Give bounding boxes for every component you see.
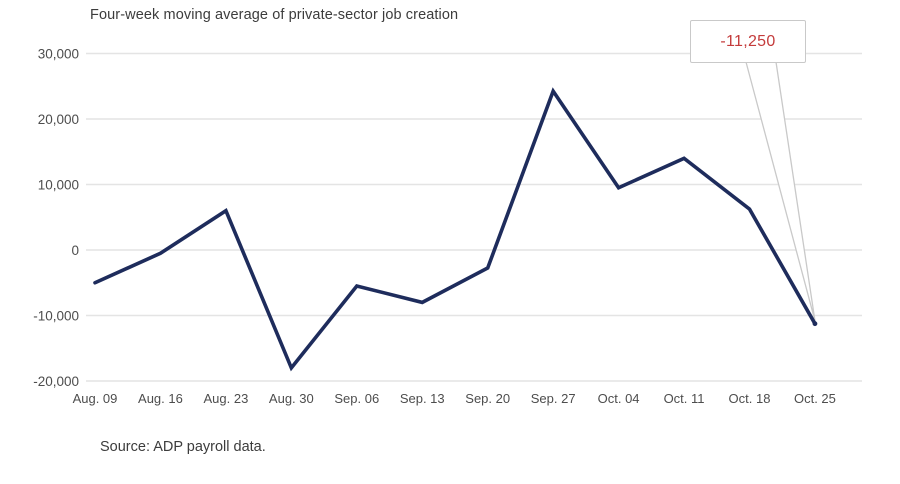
y-tick-label: 20,000 bbox=[38, 112, 79, 127]
y-tick-label: -10,000 bbox=[33, 309, 79, 324]
x-tick-label: Aug. 16 bbox=[138, 391, 183, 406]
x-tick-label: Oct. 25 bbox=[794, 391, 836, 406]
annotation-value-label: -11,250 bbox=[720, 32, 776, 50]
x-tick-label: Aug. 30 bbox=[269, 391, 314, 406]
callout-tail-lines bbox=[745, 61, 816, 321]
x-tick-label: Sep. 06 bbox=[334, 391, 379, 406]
x-tick-label: Aug. 09 bbox=[73, 391, 118, 406]
x-tick-label: Aug. 23 bbox=[203, 391, 248, 406]
y-tick-label: 30,000 bbox=[38, 47, 79, 62]
data-line bbox=[93, 87, 817, 372]
x-tick-label: Oct. 11 bbox=[664, 391, 705, 406]
x-tick-label: Sep. 13 bbox=[400, 391, 445, 406]
y-tick-label: 0 bbox=[71, 243, 79, 258]
x-tick-label: Oct. 04 bbox=[598, 391, 640, 406]
y-tick-label: -20,000 bbox=[33, 374, 79, 389]
x-tick-label: Sep. 27 bbox=[531, 391, 576, 406]
last-point-marker bbox=[812, 321, 818, 327]
x-tick-label: Sep. 20 bbox=[465, 391, 510, 406]
y-tick-label: 10,000 bbox=[38, 178, 79, 193]
source-note: Source: ADP payroll data. bbox=[100, 439, 266, 455]
x-tick-label: Oct. 18 bbox=[729, 391, 771, 406]
line-chart: 30,000 20,000 10,000 0 -10,000 -20,000 Aug. 09… bbox=[33, 47, 862, 406]
chart-title: Four-week moving average of private-sect… bbox=[90, 7, 459, 23]
annotation-callout: -11,250 bbox=[690, 20, 806, 63]
